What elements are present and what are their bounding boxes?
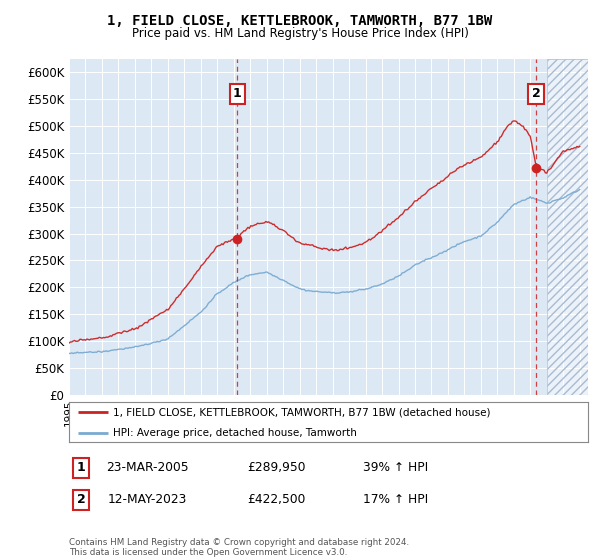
Text: £422,500: £422,500 bbox=[247, 493, 305, 506]
Text: £289,950: £289,950 bbox=[247, 461, 305, 474]
Text: 2: 2 bbox=[77, 493, 85, 506]
Text: 12-MAY-2023: 12-MAY-2023 bbox=[107, 493, 187, 506]
Text: Price paid vs. HM Land Registry's House Price Index (HPI): Price paid vs. HM Land Registry's House … bbox=[131, 27, 469, 40]
Text: Contains HM Land Registry data © Crown copyright and database right 2024.
This d: Contains HM Land Registry data © Crown c… bbox=[69, 538, 409, 557]
Text: 1: 1 bbox=[77, 461, 85, 474]
Text: 2: 2 bbox=[532, 87, 541, 100]
Text: HPI: Average price, detached house, Tamworth: HPI: Average price, detached house, Tamw… bbox=[113, 428, 357, 437]
Text: 17% ↑ HPI: 17% ↑ HPI bbox=[364, 493, 428, 506]
Text: 1, FIELD CLOSE, KETTLEBROOK, TAMWORTH, B77 1BW (detached house): 1, FIELD CLOSE, KETTLEBROOK, TAMWORTH, B… bbox=[113, 407, 491, 417]
Text: 23-MAR-2005: 23-MAR-2005 bbox=[106, 461, 188, 474]
Text: 39% ↑ HPI: 39% ↑ HPI bbox=[364, 461, 428, 474]
Text: 1, FIELD CLOSE, KETTLEBROOK, TAMWORTH, B77 1BW: 1, FIELD CLOSE, KETTLEBROOK, TAMWORTH, B… bbox=[107, 14, 493, 28]
Text: 1: 1 bbox=[233, 87, 242, 100]
